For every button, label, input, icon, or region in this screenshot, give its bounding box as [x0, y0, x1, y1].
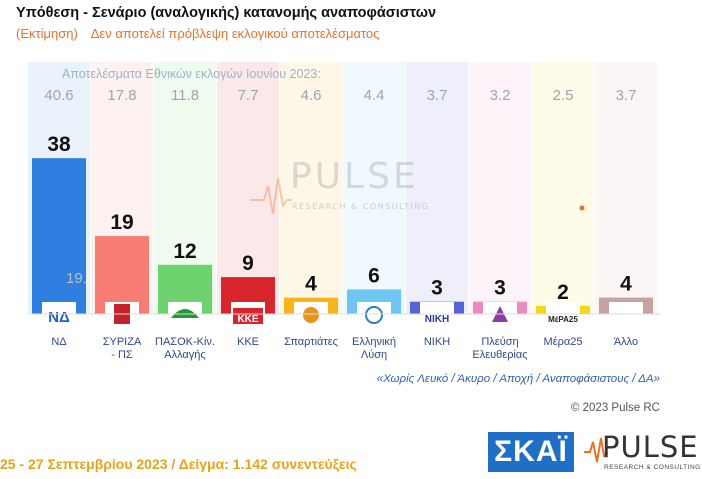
pulse-logo: PULSE RESEARCH & CONSULTING [584, 430, 700, 474]
category-label-6-0: ΝΙΚΗ [424, 336, 450, 348]
party-logo-bg-5 [357, 302, 391, 328]
category-label-1-0: ΣΥΡΙΖΑ [103, 336, 142, 348]
skai-logo: ΣΚΑΪ [488, 432, 574, 472]
spartiates-helmet-icon [303, 307, 319, 323]
chart-subtitle: (Εκτίμηση) Δεν αποτελεί πρόβλεψη εκλογικ… [16, 26, 379, 41]
value-label-7: 3 [494, 277, 506, 300]
previous-result-9: 3.7 [616, 87, 637, 104]
previous-results: 40.6 17.8 11.8 7.7 4.6 4.4 3.7 3.2 2.5 3.7 [44, 87, 636, 104]
previous-result-0: 40.6 [44, 87, 73, 104]
decorative-dot [579, 205, 585, 211]
previous-result-8: 2.5 [553, 87, 574, 104]
chart-title: Υπόθεση - Σενάριο (αναλογικής) κατανομής… [16, 5, 437, 21]
previous-result-7: 3.2 [490, 87, 511, 104]
category-label-2-1: Αλλαγής [164, 349, 205, 361]
value-label-5: 6 [368, 264, 380, 287]
category-label-4-0: Σπαρτιάτες [284, 336, 338, 348]
party-logo-text-6: ΝΙΚΗ [425, 314, 449, 325]
watermark-pulse-line [250, 177, 292, 215]
category-label-7-0: Πλεύση [481, 336, 518, 348]
value-labels: 38 19 12 9 4 6 3 3 2 4 [47, 133, 632, 304]
category-label-8-0: Μέρα25 [544, 336, 583, 348]
value-label-6: 3 [431, 277, 443, 300]
exclusions-note: «Χωρίς Λευκό / Άκυρο / Αποχή / Αναποφάσι… [376, 373, 660, 385]
column-bg-6 [406, 62, 468, 314]
category-label-5-1: Λύση [361, 349, 387, 361]
ghost-label: 19. [66, 270, 87, 287]
column-bg-9 [595, 62, 657, 314]
previous-result-5: 4.4 [364, 87, 385, 104]
pulse-word: PULSE [602, 430, 699, 464]
category-label-2-0: ΠΑΣΟΚ-Κίν. [155, 336, 215, 348]
elliniki-lysi-icon [365, 306, 383, 324]
category-label-3-0: ΚΚΕ [237, 336, 259, 348]
previous-result-2: 11.8 [171, 87, 199, 104]
bar-0 [32, 158, 86, 314]
party-logo-bg-8 [546, 302, 580, 328]
party-logo-bg-6 [420, 302, 454, 328]
party-logo-text-8: ΜέΡΑ25 [548, 315, 578, 324]
copyright: © 2023 Pulse RC [570, 402, 660, 414]
pulse-tagline: RESEARCH & CONSULTING [604, 464, 701, 471]
category-label-5-0: Ελληνική [352, 336, 396, 348]
value-label-3: 9 [242, 252, 254, 275]
value-label-0: 38 [47, 133, 71, 156]
previous-result-3: 7.7 [238, 87, 259, 104]
value-label-4: 4 [305, 273, 317, 296]
bar-1 [95, 236, 149, 314]
category-label-7-1: Ελευθερίας [472, 349, 527, 361]
column-bg-3 [217, 62, 279, 314]
previous-result-1: 17.8 [107, 87, 136, 104]
category-labels: ΝΔ ΣΥΡΙΖΑ- ΠΣ ΠΑΣΟΚ-Κίν.Αλλαγής ΚΚΕ Σπαρτιάτ… [51, 336, 638, 361]
pulse-wave-icon [584, 437, 608, 463]
pulse-watermark: PULSE RESEARCH & CONSULTING [250, 156, 429, 215]
value-label-8: 2 [557, 281, 569, 304]
watermark-tagline: RESEARCH & CONSULTING [292, 202, 429, 211]
category-label-0-0: ΝΔ [51, 336, 67, 348]
fieldwork-footer: 25 - 27 Σεπτεμβρίου 2023 / Δείγμα: 1.142… [0, 456, 357, 472]
watermark-brand: PULSE [290, 156, 419, 197]
column-bg-5 [343, 62, 405, 314]
party-logo-text-0: ΝΔ [48, 309, 70, 326]
value-label-9: 4 [620, 273, 632, 296]
column-bg-7 [469, 62, 531, 314]
party-logos: ΝΔ ΚΚΕ ΝΙΚΗ ΜέΡΑ25 [42, 302, 643, 328]
category-label-9-0: Άλλο [614, 336, 638, 348]
disclaimer-label: Δεν αποτελεί πρόβλεψη εκλογικού αποτελέσ… [90, 26, 380, 41]
column-bg-4 [280, 62, 342, 314]
party-logo-bg-0 [42, 302, 76, 328]
party-logo-bg-9 [609, 302, 643, 328]
previous-result-6: 3.7 [427, 87, 448, 104]
value-label-1: 19 [110, 211, 133, 234]
party-logo-text-3: ΚΚΕ [237, 314, 258, 325]
reference-label: Αποτελέσματα Εθνικών εκλογών Ιουνίου 202… [62, 67, 321, 81]
column-bg-8 [532, 62, 594, 314]
estimate-label: (Εκτίμηση) [16, 26, 78, 41]
kke-logo-icon [233, 308, 263, 324]
category-label-1-1: - ΠΣ [111, 349, 133, 361]
previous-result-4: 4.6 [301, 87, 322, 104]
value-label-2: 12 [173, 240, 196, 263]
